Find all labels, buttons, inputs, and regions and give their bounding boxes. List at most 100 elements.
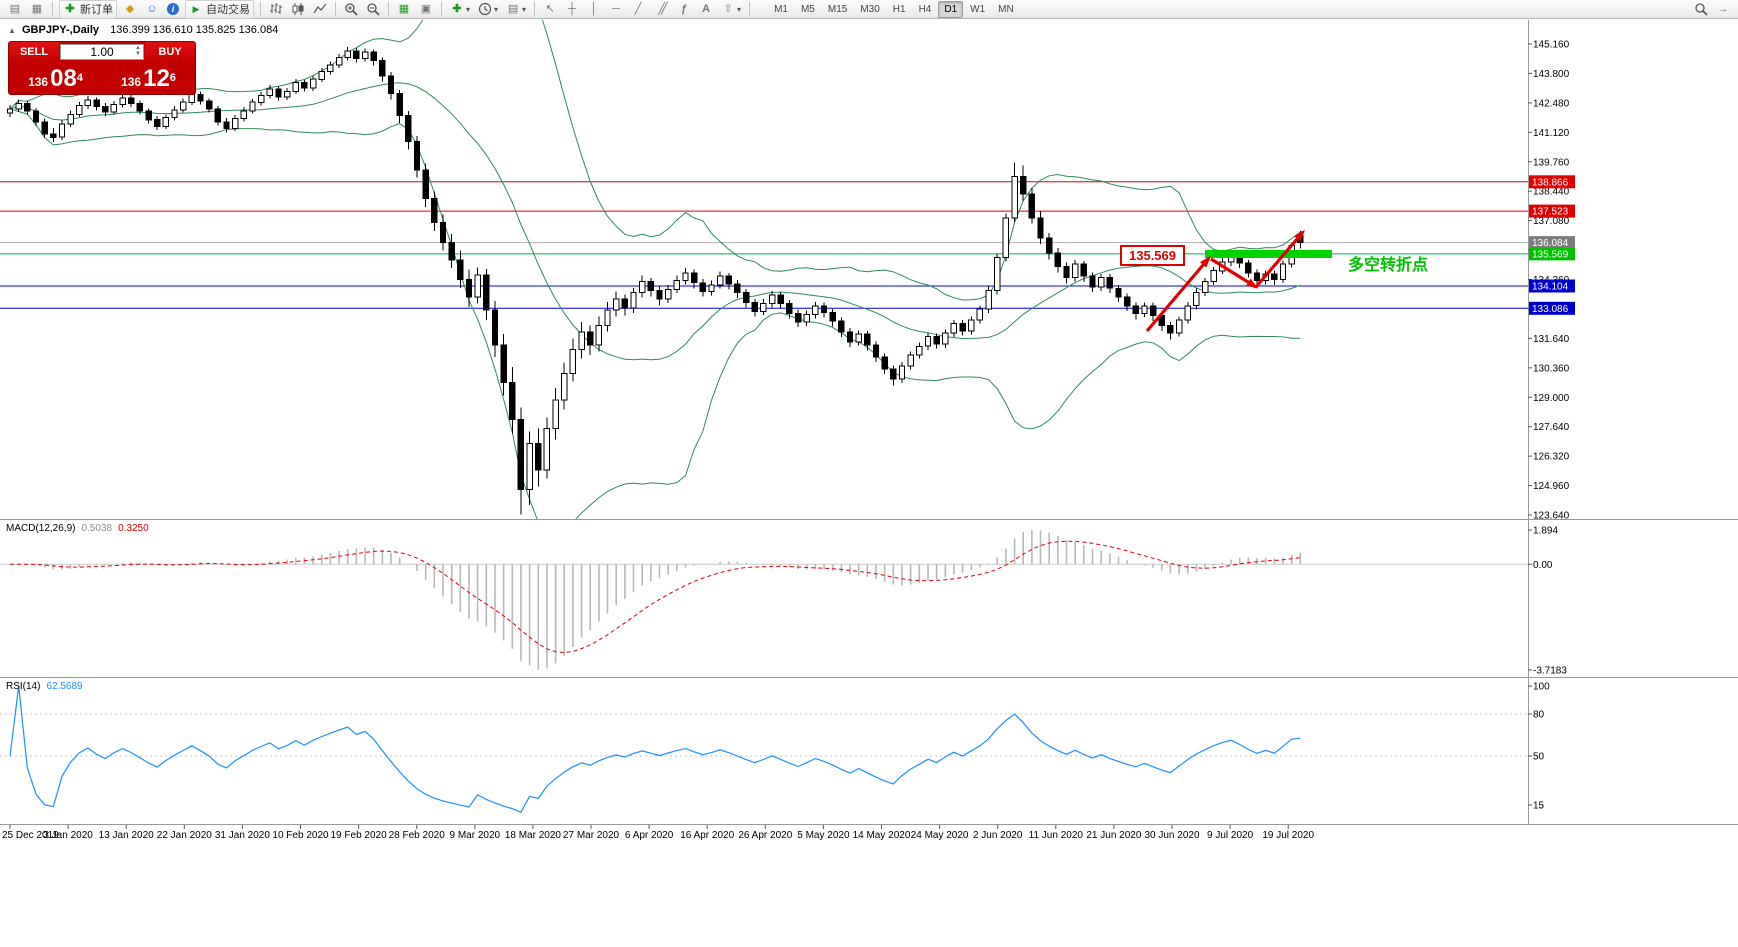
bollinger-upper-band: [9, 20, 1301, 301]
tab-timeframe-h4[interactable]: H4: [918, 3, 932, 15]
volume-input[interactable]: 1.00 ▲ ▼: [60, 44, 144, 60]
fibonacci-tool-button[interactable]: ƒ: [673, 0, 695, 19]
grid-icon: ▦: [398, 2, 410, 15]
sell-price-button[interactable]: 136 08 4: [9, 61, 102, 94]
autotrading-label: 自动交易: [206, 4, 250, 16]
trendline-tool-button[interactable]: ╱: [627, 0, 649, 19]
bar-chart-button[interactable]: [265, 0, 287, 19]
grid-button[interactable]: ▦: [393, 0, 415, 19]
buy-price-small: 136: [121, 75, 142, 89]
arrows-icon: ⇧: [723, 2, 733, 15]
cursor-tool-button[interactable]: ↖: [539, 0, 561, 19]
buy-label: BUY: [158, 45, 182, 58]
trendline-icon: ╱: [634, 2, 642, 15]
svg-text:5 May 2020: 5 May 2020: [797, 830, 850, 841]
svg-text:9 Jul 2020: 9 Jul 2020: [1207, 830, 1254, 841]
toolbar-separator: [388, 2, 389, 16]
indicators-button[interactable]: ✚ ▾: [446, 0, 474, 19]
info-icon: i: [167, 3, 179, 15]
vertical-line-tool-button[interactable]: │: [583, 0, 605, 19]
community-button[interactable]: ◆: [119, 0, 141, 19]
arrows-tool-button[interactable]: ⇧ ▾: [717, 0, 745, 19]
indicators-icon: ✚: [452, 2, 462, 15]
volume-stepper[interactable]: ▲ ▼: [135, 45, 141, 57]
channel-tool-button[interactable]: ╱╱: [649, 0, 673, 19]
text-tool-button[interactable]: A: [695, 0, 717, 19]
market-icon: ☺: [146, 2, 158, 15]
svg-text:141.120: 141.120: [1533, 128, 1570, 139]
spin-down-icon: ▼: [135, 51, 141, 57]
autotrading-button[interactable]: ▶ 自动交易: [185, 0, 254, 19]
toolbar-separator: [260, 2, 261, 16]
svg-text:50: 50: [1533, 752, 1545, 763]
rsi-pane-label: RSI(14) 62.5689: [6, 681, 83, 692]
svg-text:6 Apr 2020: 6 Apr 2020: [625, 830, 674, 841]
symbol-period-label: GBPJPY-,Daily: [22, 24, 100, 36]
svg-text:134.104: 134.104: [1532, 282, 1569, 293]
line-chart-button[interactable]: [309, 0, 331, 19]
new-chart-button[interactable]: ▤: [4, 0, 26, 19]
buy-price-button[interactable]: 136 12 6: [102, 61, 195, 94]
tab-timeframe-m15[interactable]: M15: [827, 3, 848, 15]
svg-text:16 Apr 2020: 16 Apr 2020: [680, 830, 734, 841]
tab-timeframe-m5[interactable]: M5: [800, 3, 815, 15]
forward-button[interactable]: →: [1712, 0, 1734, 19]
collapse-panel-icon[interactable]: ▲: [8, 26, 16, 35]
svg-text:142.480: 142.480: [1533, 98, 1570, 109]
crosshair-tool-button[interactable]: ┼: [561, 0, 583, 19]
svg-text:10 Feb 2020: 10 Feb 2020: [272, 830, 329, 841]
profiles-button[interactable]: ▦: [26, 0, 48, 19]
svg-text:80: 80: [1533, 710, 1545, 721]
periods-button[interactable]: ▾: [474, 0, 502, 19]
svg-text:130.360: 130.360: [1533, 363, 1570, 374]
info-button[interactable]: i: [163, 0, 183, 19]
chevron-down-icon: ▾: [522, 4, 527, 14]
tab-timeframe-m30[interactable]: M30: [860, 3, 880, 15]
buy-button[interactable]: BUY: [145, 42, 195, 61]
chevron-down-icon: ▾: [494, 4, 499, 14]
market-button[interactable]: ☺: [141, 0, 163, 19]
forward-icon: →: [1717, 2, 1729, 15]
tab-timeframe-h1[interactable]: H1: [892, 3, 906, 15]
timeframe-toolbar: M1 M5 M15 M30 H1 H4 D1 W1 MN: [768, 0, 1020, 18]
svg-text:11 Jun 2020: 11 Jun 2020: [1029, 830, 1084, 841]
zoom-in-button[interactable]: [340, 0, 362, 19]
crosshair-icon: ┼: [568, 2, 576, 15]
sell-button[interactable]: SELL: [9, 42, 59, 61]
bollinger-lower-band: [9, 108, 1301, 519]
new-order-button[interactable]: ✚ 新订单: [59, 0, 117, 19]
macd-signal-line: [9, 540, 1301, 654]
horizontal-line-tool-button[interactable]: ─: [605, 0, 627, 19]
tile-windows-button[interactable]: ▣: [415, 0, 437, 19]
macd-value-signal: 0.3250: [118, 523, 149, 534]
svg-text:131.640: 131.640: [1533, 334, 1570, 345]
rsi-line: [9, 685, 1301, 813]
macd-histogram: [17, 530, 1302, 670]
clock-icon: [478, 2, 492, 16]
main-price-pane: [0, 20, 1528, 519]
tab-timeframe-w1[interactable]: W1: [970, 3, 986, 15]
tab-timeframe-m1[interactable]: M1: [774, 3, 788, 15]
new-order-plus-icon: ✚: [65, 2, 75, 15]
one-click-trading-panel: SELL 1.00 ▲ ▼ BUY 136 08 4 136 12 6: [8, 41, 196, 95]
red-trend-arrow: [1254, 230, 1305, 289]
tab-timeframe-d1[interactable]: D1: [938, 0, 964, 18]
svg-text:26 Apr 2020: 26 Apr 2020: [738, 830, 792, 841]
profiles-icon: ▦: [31, 2, 43, 15]
svg-text:30 Jun 2020: 30 Jun 2020: [1144, 830, 1199, 841]
svg-text:3 Jan 2020: 3 Jan 2020: [43, 830, 93, 841]
autotrading-play-icon: ▶: [192, 3, 200, 14]
red-trend-arrow: [1145, 256, 1211, 333]
sell-price-sup: 4: [76, 72, 83, 84]
svg-text:27 Mar 2020: 27 Mar 2020: [563, 830, 620, 841]
templates-button[interactable]: ▤ ▾: [502, 0, 530, 19]
rsi-value: 62.5689: [46, 681, 83, 692]
tab-timeframe-mn[interactable]: MN: [998, 3, 1014, 15]
svg-text:19 Jul 2020: 19 Jul 2020: [1262, 830, 1314, 841]
svg-text:133.086: 133.086: [1532, 304, 1569, 315]
sell-price-small: 136: [28, 75, 49, 89]
candlestick-chart-button[interactable]: [287, 0, 309, 19]
search-button[interactable]: [1690, 0, 1712, 19]
zoom-out-button[interactable]: [362, 0, 384, 19]
